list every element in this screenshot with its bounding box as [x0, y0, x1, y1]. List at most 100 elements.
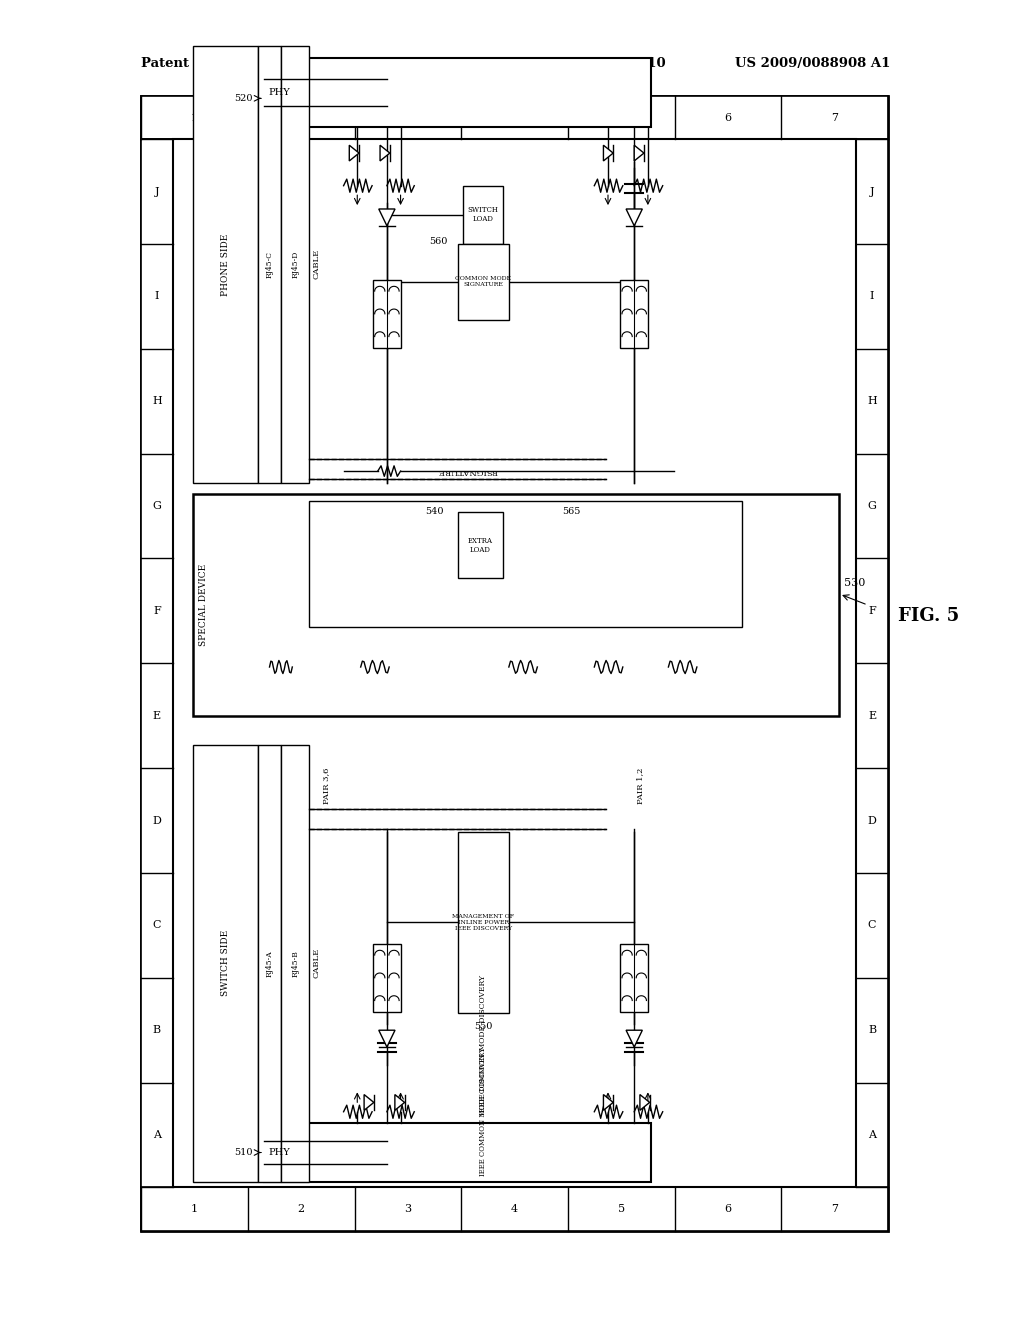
Polygon shape	[603, 145, 613, 161]
Polygon shape	[626, 209, 642, 226]
Text: RJ45-A: RJ45-A	[265, 950, 273, 977]
Text: 4: 4	[511, 1204, 518, 1214]
Text: 7: 7	[830, 1204, 838, 1214]
Text: J: J	[869, 186, 874, 197]
Text: A: A	[153, 1130, 161, 1140]
Text: 510: 510	[233, 1148, 252, 1158]
Text: Sheet 6 of 10: Sheet 6 of 10	[568, 57, 666, 70]
Text: RSIGNATURE: RSIGNATURE	[437, 467, 498, 475]
Text: 550: 550	[474, 1022, 493, 1031]
Text: A: A	[868, 1130, 877, 1140]
Text: 5: 5	[617, 112, 625, 123]
Text: H: H	[867, 396, 877, 407]
Text: F: F	[153, 606, 161, 616]
Text: COMMON MODE
SIGNATURE: COMMON MODE SIGNATURE	[455, 276, 511, 288]
Bar	[194, 495, 840, 715]
Text: 2: 2	[298, 112, 305, 123]
Bar	[264, 1123, 651, 1181]
Text: 520: 520	[233, 94, 252, 103]
Bar	[141, 139, 173, 1188]
Text: Apr. 2, 2009: Apr. 2, 2009	[421, 57, 511, 70]
Bar	[463, 186, 503, 244]
Polygon shape	[395, 1094, 404, 1110]
Text: CABLE: CABLE	[312, 948, 321, 978]
Text: CABLE: CABLE	[312, 249, 321, 280]
Text: E: E	[868, 710, 877, 721]
Bar	[258, 46, 281, 483]
Text: 565: 565	[562, 507, 581, 516]
Text: SWITCH
LOAD: SWITCH LOAD	[468, 206, 499, 223]
Text: J: J	[155, 186, 160, 197]
Text: PAIR 3,6: PAIR 3,6	[323, 767, 331, 804]
Text: 530: 530	[845, 578, 866, 587]
Bar	[141, 1188, 888, 1230]
Polygon shape	[640, 1094, 649, 1110]
Text: 560: 560	[429, 236, 447, 246]
Text: 1: 1	[191, 112, 199, 123]
Text: H: H	[153, 396, 162, 407]
Bar	[258, 744, 281, 1181]
Text: 6: 6	[724, 112, 731, 123]
Bar	[856, 139, 888, 1188]
Text: 3: 3	[404, 1204, 412, 1214]
Text: 2: 2	[298, 1204, 305, 1214]
Polygon shape	[634, 145, 644, 161]
Text: 4: 4	[511, 112, 518, 123]
Text: SWITCH SIDE: SWITCH SIDE	[221, 931, 230, 997]
Polygon shape	[379, 1030, 395, 1047]
Text: D: D	[867, 816, 877, 825]
Bar	[458, 512, 503, 578]
Bar	[620, 280, 648, 348]
Text: RJ45-C: RJ45-C	[265, 251, 273, 277]
Text: F: F	[868, 606, 876, 616]
Polygon shape	[365, 1094, 374, 1110]
Bar	[620, 944, 648, 1012]
Text: 5: 5	[617, 1204, 625, 1214]
Text: 540: 540	[426, 507, 444, 516]
Text: PHY: PHY	[269, 1148, 291, 1158]
Bar	[281, 46, 309, 483]
Bar	[458, 832, 509, 1012]
Bar	[458, 244, 509, 319]
Text: 3: 3	[404, 112, 412, 123]
Text: 7: 7	[830, 112, 838, 123]
Text: B: B	[153, 1026, 161, 1035]
Text: C: C	[868, 920, 877, 931]
Text: G: G	[867, 502, 877, 511]
Text: I: I	[869, 292, 874, 301]
Text: PAIR 1,2: PAIR 1,2	[636, 767, 644, 804]
Text: C: C	[153, 920, 161, 931]
Bar	[173, 139, 856, 1188]
Text: US 2009/0088908 A1: US 2009/0088908 A1	[735, 57, 891, 70]
Bar	[309, 500, 742, 627]
Text: IEEE COMMON MODE DISCOVERY: IEEE COMMON MODE DISCOVERY	[479, 975, 487, 1115]
Bar	[281, 744, 309, 1181]
Polygon shape	[380, 145, 390, 161]
Text: RJ45-B: RJ45-B	[291, 950, 299, 977]
Text: D: D	[153, 816, 162, 825]
Bar	[373, 944, 401, 1012]
Text: PHONE SIDE: PHONE SIDE	[221, 234, 230, 296]
Text: Patent Application Publication: Patent Application Publication	[141, 57, 368, 70]
Polygon shape	[379, 209, 395, 226]
Text: B: B	[868, 1026, 877, 1035]
Text: RJ45-D: RJ45-D	[291, 251, 299, 279]
Bar	[194, 744, 258, 1181]
Polygon shape	[603, 1094, 613, 1110]
Text: SPECIAL DEVICE: SPECIAL DEVICE	[199, 564, 208, 647]
Text: IEEE COMMON MODE DISCOVERY: IEEE COMMON MODE DISCOVERY	[479, 1048, 487, 1176]
Bar	[194, 46, 258, 483]
Text: PHY: PHY	[269, 88, 291, 96]
Bar	[141, 96, 888, 1230]
Text: E: E	[153, 710, 161, 721]
Bar	[373, 280, 401, 348]
Polygon shape	[626, 1030, 642, 1047]
Text: FIG. 5: FIG. 5	[898, 606, 959, 624]
Text: 6: 6	[724, 1204, 731, 1214]
Bar	[264, 58, 651, 128]
Text: G: G	[153, 502, 162, 511]
Text: 1: 1	[191, 1204, 199, 1214]
Text: EXTRA
LOAD: EXTRA LOAD	[468, 537, 493, 554]
Text: MANAGEMENT OF
INLINE POWER
IEEE DISCOVERY: MANAGEMENT OF INLINE POWER IEEE DISCOVER…	[453, 915, 514, 931]
Bar	[141, 96, 888, 139]
